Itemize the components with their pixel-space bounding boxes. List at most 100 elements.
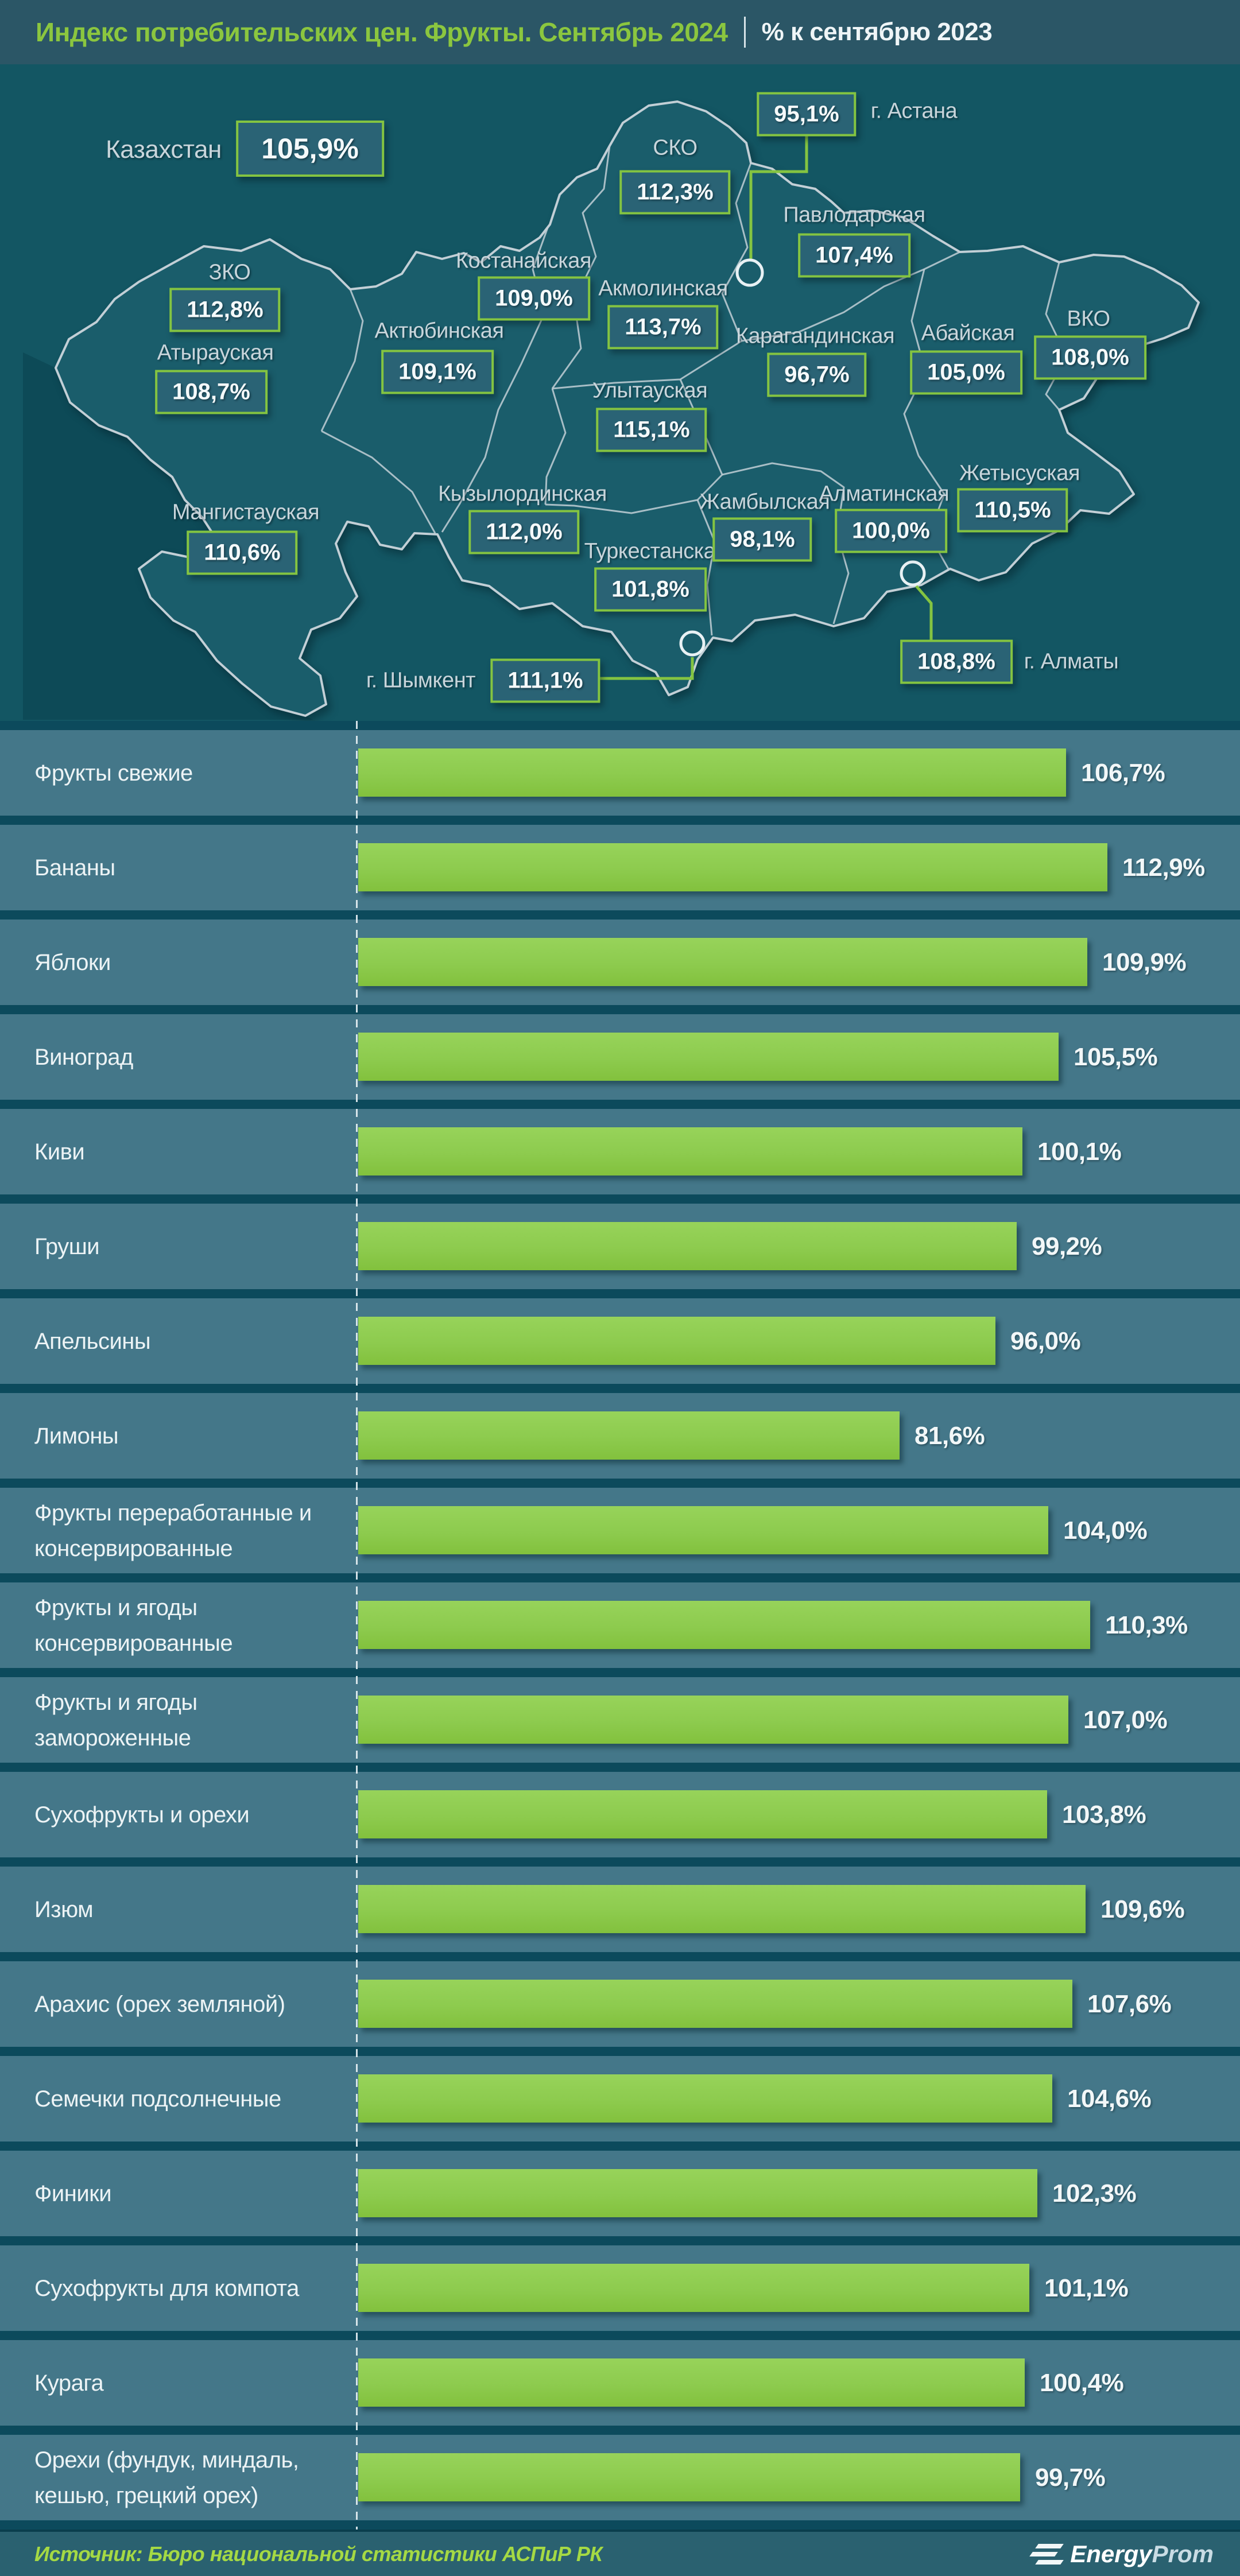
city-label: г. Алматы (1024, 649, 1119, 674)
bar (358, 1980, 1072, 2028)
bar-category-label: Изюм (34, 1896, 94, 1922)
region-value-chip: 113,7% (607, 305, 719, 350)
bar (358, 1222, 1017, 1270)
region-label: Кызылординская (438, 482, 607, 506)
region-value-chip: 110,6% (187, 530, 298, 575)
bar (358, 1411, 900, 1460)
bar-row: Семечки подсолнечные 104,6% (0, 2056, 1240, 2142)
bar-row: Виноград 105,5% (0, 1014, 1240, 1100)
bar-row: Фрукты переработанные и консервированные… (0, 1488, 1240, 1573)
region-label: ЗКО (208, 260, 251, 285)
bar-category-label: Яблоки (34, 949, 111, 975)
region-label: СКО (653, 135, 698, 160)
bar-category-label: Фрукты и ягоды консервированные (34, 1595, 233, 1656)
bar-row: Бананы 112,9% (0, 825, 1240, 910)
region-value-chip: 100,0% (835, 509, 947, 553)
bar-category-label: Сухофрукты для компота (34, 2275, 299, 2301)
bar-value-label: 107,6% (1087, 1989, 1172, 2018)
bar (358, 1033, 1059, 1081)
bar (358, 2074, 1052, 2123)
region-border (321, 430, 436, 534)
region-label: Абайская (921, 321, 1015, 346)
region-value-chip: 109,0% (478, 276, 590, 321)
bar (358, 2453, 1020, 2501)
bar-category-label: Апельсины (34, 1328, 151, 1354)
bar-category-label: Семечки подсолнечные (34, 2086, 281, 2112)
page-subtitle: % к сентябрю 2023 (761, 18, 993, 46)
bar (358, 1885, 1086, 1933)
bar-category-label: Орехи (фундук, миндаль, кешью, грецкий о… (34, 2447, 299, 2508)
region-value-chip: 108,0% (1034, 335, 1146, 380)
bar-row: Курага 100,4% (0, 2340, 1240, 2426)
bar (358, 1601, 1090, 1649)
bar-value-label: 101,1% (1044, 2274, 1129, 2302)
city-label: г. Шымкент (366, 668, 476, 693)
bar (358, 2264, 1029, 2312)
kazakhstan-map: Казахстан 105,9% СКО 112,3% Павлодарская 107,… (0, 64, 1240, 721)
bar-category-label: Арахис (орех земляной) (34, 1991, 285, 2017)
region-label: Мангистауская (172, 500, 320, 525)
city-value-chip: 111,1% (490, 658, 600, 703)
bar-category-label: Сухофрукты и орехи (34, 1802, 250, 1828)
region-label: ВКО (1067, 307, 1110, 331)
bar-value-label: 106,7% (1081, 758, 1165, 787)
region-border (544, 388, 567, 505)
bar (358, 1127, 1022, 1176)
region-border (551, 145, 611, 389)
city-label: г. Астана (870, 99, 958, 123)
bar-row: Лимоны 81,6% (0, 1393, 1240, 1479)
region-label: Жамбылская (699, 490, 830, 514)
bar-value-label: 99,7% (1035, 2463, 1106, 2492)
region-value-chip: 108,7% (155, 370, 268, 414)
bar-category-label: Лимоны (34, 1423, 119, 1449)
title-separator (743, 17, 746, 48)
region-border (721, 162, 752, 342)
region-border (320, 289, 364, 432)
country-label: Казахстан (106, 135, 222, 164)
bar-row: Груши 99,2% (0, 1204, 1240, 1289)
bar (358, 2169, 1037, 2217)
bar-category-label: Груши (34, 1233, 100, 1259)
bar-category-label: Киви (34, 1139, 85, 1165)
bar-value-label: 100,1% (1037, 1137, 1122, 1166)
astana-marker (735, 258, 764, 287)
region-label: Туркестанская (584, 539, 727, 564)
bar-category-label: Финики (34, 2181, 112, 2206)
bar-row: Изюм 109,6% (0, 1867, 1240, 1952)
bar-row: Киви 100,1% (0, 1109, 1240, 1194)
bar-category-label: Бананы (34, 855, 115, 880)
bar-category-label: Фрукты свежие (34, 760, 193, 786)
logo-text-energy: Energy (1070, 2540, 1152, 2567)
bar (358, 1317, 995, 1365)
footer-bar: Источник: Бюро национальной статистики А… (0, 2530, 1240, 2576)
bar (358, 1506, 1048, 1554)
bar (358, 2358, 1025, 2407)
bar (358, 1696, 1068, 1744)
region-label: Алматинская (819, 482, 950, 506)
bar-value-label: 109,9% (1102, 948, 1187, 976)
bar-row: Фрукты и ягоды консервированные 110,3% (0, 1582, 1240, 1668)
bar-value-label: 107,0% (1083, 1705, 1168, 1734)
region-value-chip: 98,1% (712, 517, 812, 562)
shymkent-marker (679, 630, 706, 657)
bar-row: Сухофрукты для компота 101,1% (0, 2245, 1240, 2331)
bar-value-label: 81,6% (914, 1421, 985, 1450)
region-border (552, 251, 960, 390)
bar-value-label: 104,0% (1063, 1516, 1148, 1545)
bar-value-label: 112,9% (1122, 853, 1205, 882)
region-border (722, 462, 850, 624)
bar-value-label: 102,3% (1052, 2179, 1137, 2208)
country-value-chip: 105,9% (236, 121, 384, 177)
region-label: Атырауская (157, 340, 274, 365)
region-value-chip: 101,8% (594, 567, 707, 612)
region-value-chip: 115,1% (596, 408, 707, 452)
region-value-chip: 107,4% (798, 233, 910, 278)
almaty-marker (900, 560, 926, 587)
bar-row: Финики 102,3% (0, 2151, 1240, 2236)
header-bar: Индекс потребительских цен. Фрукты. Сент… (0, 0, 1240, 64)
bar-value-label: 99,2% (1032, 1232, 1102, 1260)
region-label: Акмолинская (598, 276, 728, 301)
bar-row: Орехи (фундук, миндаль, кешью, грецкий о… (0, 2435, 1240, 2520)
region-value-chip: 105,0% (910, 350, 1022, 395)
bar-row: Сухофрукты и орехи 103,8% (0, 1772, 1240, 1857)
